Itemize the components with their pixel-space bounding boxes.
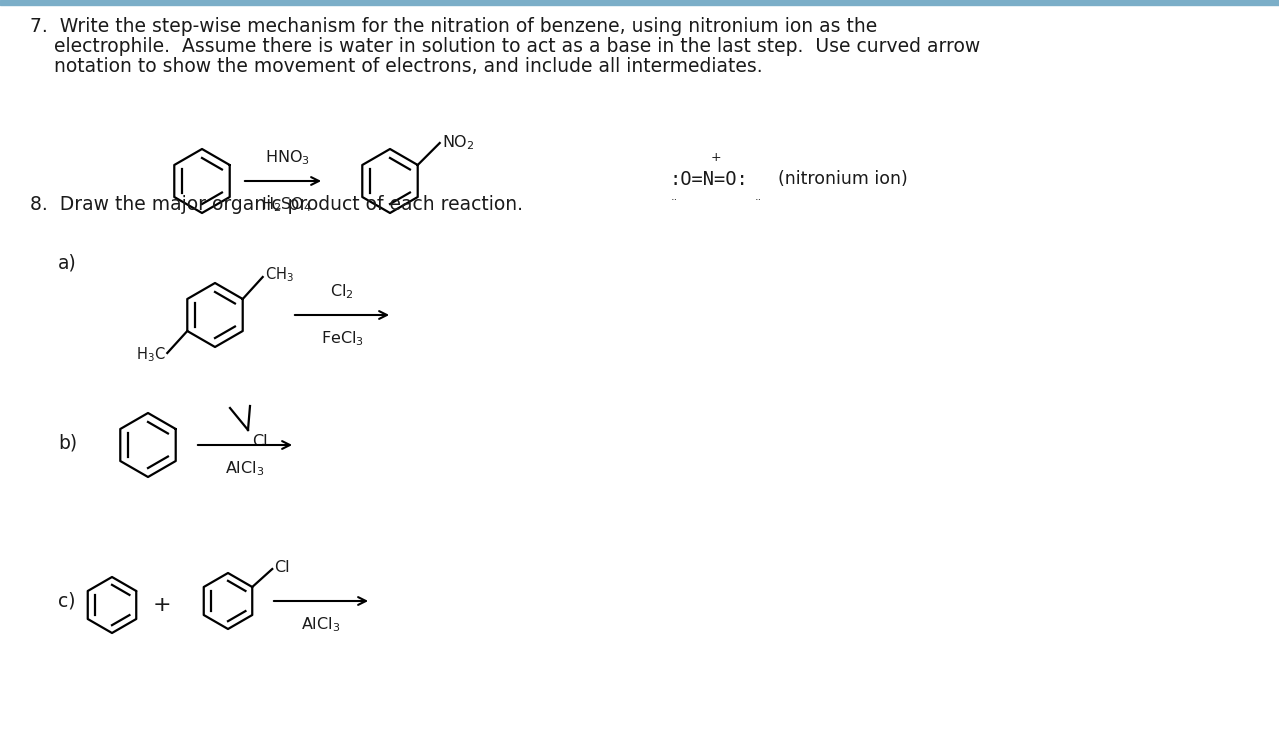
- Text: b): b): [58, 434, 77, 453]
- Text: Cl: Cl: [252, 434, 267, 449]
- Text: H$_2$SO$_4$: H$_2$SO$_4$: [261, 195, 312, 214]
- Text: c): c): [58, 592, 75, 611]
- Text: electrophile.  Assume there is water in solution to act as a base in the last st: electrophile. Assume there is water in s…: [29, 37, 980, 56]
- Text: H$_3$C: H$_3$C: [136, 346, 165, 364]
- Text: Cl: Cl: [274, 559, 290, 575]
- Text: AlCl$_3$: AlCl$_3$: [302, 615, 340, 634]
- Text: 7.  Write the step-wise mechanism for the nitration of benzene, using nitronium : 7. Write the step-wise mechanism for the…: [29, 17, 877, 36]
- Text: FeCl$_3$: FeCl$_3$: [321, 329, 363, 348]
- Text: ··: ··: [755, 195, 761, 205]
- Text: :O=N=O:: :O=N=O:: [670, 169, 748, 188]
- Bar: [0, 0, 1279, 5]
- Text: +: +: [152, 595, 171, 615]
- Text: CH$_3$: CH$_3$: [265, 266, 294, 285]
- Text: a): a): [58, 254, 77, 273]
- Text: +: +: [711, 151, 721, 164]
- Text: AlCl$_3$: AlCl$_3$: [225, 459, 265, 477]
- Text: notation to show the movement of electrons, and include all intermediates.: notation to show the movement of electro…: [29, 57, 762, 76]
- Text: 8.  Draw the major organic product of each reaction.: 8. Draw the major organic product of eac…: [29, 195, 523, 214]
- Text: NO$_2$: NO$_2$: [441, 133, 475, 152]
- Text: Cl$_2$: Cl$_2$: [330, 282, 354, 301]
- Text: (nitronium ion): (nitronium ion): [778, 170, 908, 188]
- Text: HNO$_3$: HNO$_3$: [265, 148, 310, 167]
- Text: ··: ··: [670, 195, 678, 205]
